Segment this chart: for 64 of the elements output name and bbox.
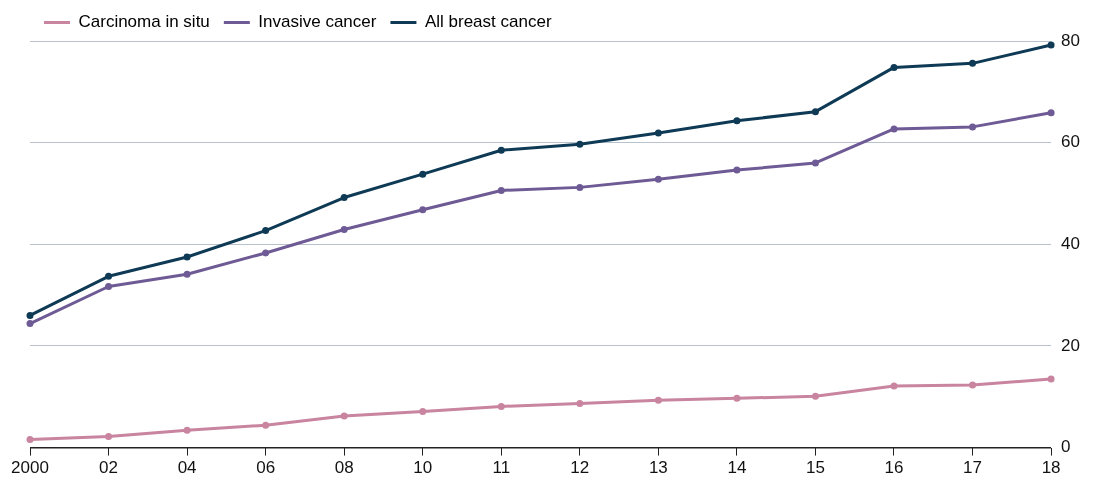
point bbox=[890, 382, 898, 390]
point bbox=[183, 426, 191, 434]
point bbox=[262, 421, 270, 429]
point bbox=[654, 175, 662, 183]
point bbox=[105, 432, 113, 440]
point bbox=[26, 320, 34, 328]
point bbox=[811, 392, 819, 400]
point bbox=[340, 412, 348, 420]
point bbox=[654, 129, 662, 137]
point bbox=[497, 146, 505, 154]
point bbox=[1047, 41, 1055, 49]
x-tick-label: 06 bbox=[256, 458, 276, 478]
point bbox=[419, 170, 427, 178]
point bbox=[1047, 109, 1055, 117]
point bbox=[576, 183, 584, 191]
point bbox=[183, 270, 191, 278]
x-tick-label: 18 bbox=[1041, 458, 1061, 478]
point bbox=[1047, 375, 1055, 383]
point bbox=[576, 399, 584, 407]
point bbox=[733, 394, 741, 402]
y-tick-label: 20 bbox=[1061, 335, 1081, 355]
point bbox=[733, 117, 741, 125]
x-tick-label: 02 bbox=[99, 458, 119, 478]
point bbox=[26, 435, 34, 443]
point bbox=[340, 194, 348, 202]
point bbox=[890, 125, 898, 133]
legend-label: Carcinoma in situ bbox=[78, 12, 210, 32]
x-tick-label: 11 bbox=[492, 458, 511, 478]
x-tick-label: 12 bbox=[570, 458, 590, 478]
x-tick-label: 2000 bbox=[11, 458, 49, 478]
point bbox=[183, 253, 191, 261]
x-tick-label: 16 bbox=[884, 458, 904, 478]
y-tick-label: 40 bbox=[1061, 233, 1081, 253]
point bbox=[811, 108, 819, 116]
x-tick-label: 04 bbox=[177, 458, 197, 478]
x-tick-label: 13 bbox=[648, 458, 668, 478]
y-tick-label: 60 bbox=[1061, 132, 1081, 152]
point bbox=[26, 311, 34, 319]
point bbox=[419, 206, 427, 214]
point bbox=[105, 272, 113, 280]
y-tick-label: 80 bbox=[1061, 30, 1081, 50]
legend-label: All breast cancer bbox=[424, 12, 552, 32]
legend-label: Invasive cancer bbox=[258, 12, 377, 32]
point bbox=[811, 159, 819, 167]
point bbox=[733, 166, 741, 174]
x-tick-label: 17 bbox=[963, 458, 983, 478]
point bbox=[969, 59, 977, 67]
point bbox=[654, 396, 662, 404]
x-tick-label: 08 bbox=[334, 458, 354, 478]
point bbox=[419, 408, 427, 416]
point bbox=[262, 249, 270, 257]
point bbox=[262, 227, 270, 235]
x-tick-label: 14 bbox=[727, 458, 747, 478]
point bbox=[969, 381, 977, 389]
point bbox=[497, 402, 505, 410]
y-tick-label: 0 bbox=[1061, 437, 1071, 457]
point bbox=[340, 226, 348, 234]
x-tick-label: 15 bbox=[805, 458, 825, 478]
point bbox=[576, 140, 584, 148]
point bbox=[105, 282, 113, 290]
x-tick-label: 10 bbox=[413, 458, 433, 478]
point bbox=[969, 123, 977, 131]
point bbox=[890, 63, 898, 71]
point bbox=[497, 186, 505, 194]
